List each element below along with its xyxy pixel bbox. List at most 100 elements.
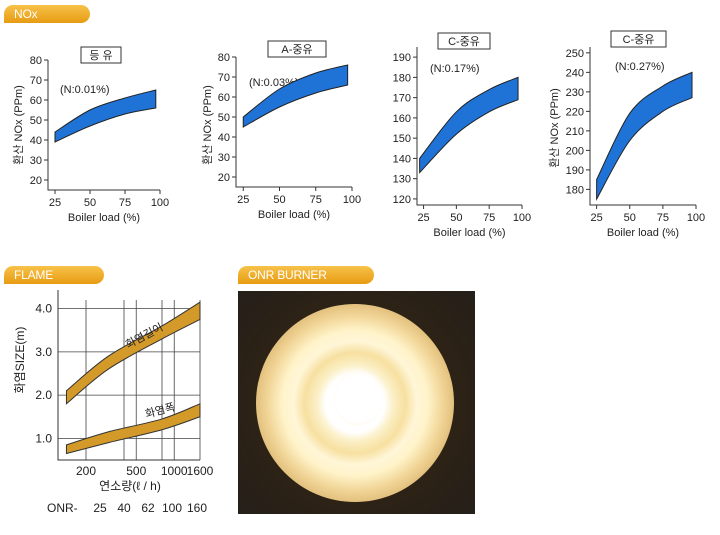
nox-chart-c-heavy-oil-017: 120 130 140 150 160 170 180 190 25 50 75 100 Boiler … bbox=[393, 32, 531, 239]
y-tick-label: 70 bbox=[218, 72, 230, 84]
y-tick-label: 30 bbox=[218, 152, 230, 164]
fuel-title-box bbox=[437, 32, 491, 50]
y-tick-label: 20 bbox=[30, 175, 42, 187]
x-tick-label: 50 bbox=[84, 197, 96, 209]
y-tick-label: 160 bbox=[393, 113, 411, 125]
fuel-title: A-중유 bbox=[281, 43, 312, 56]
nitrogen-note: (N:0.17%) bbox=[430, 63, 480, 75]
fuel-title-box bbox=[80, 46, 122, 64]
nitrogen-note: (N:0.27%) bbox=[615, 61, 665, 73]
flame-curve-chart: 1.0 2.0 3.0 4.0 200 500 1000 1600 연소량(ℓ / h) 화염SI… bbox=[13, 290, 214, 515]
axis-lines bbox=[235, 57, 352, 188]
x-tick-label: 100 bbox=[343, 194, 361, 206]
y-tick-label: 190 bbox=[393, 52, 411, 64]
nox-graph-tag: NOx GRAPH bbox=[4, 5, 90, 39]
y-tick-label: 30 bbox=[30, 155, 42, 167]
x-tick-label: 75 bbox=[310, 194, 322, 206]
y-tick-label: 200 bbox=[566, 145, 584, 157]
y-tick-label: 120 bbox=[393, 194, 411, 206]
y-tick-label: 250 bbox=[566, 48, 584, 60]
x-tick-label: 25 bbox=[237, 194, 249, 206]
y-tick-label: 50 bbox=[218, 112, 230, 124]
nox-band bbox=[242, 64, 349, 128]
x-tick-label: 500 bbox=[126, 464, 146, 478]
onr-tick-label: 160 bbox=[187, 501, 207, 515]
fuel-title: 등 유 bbox=[89, 49, 112, 62]
axis-lines bbox=[57, 290, 200, 461]
y-tick-label: 60 bbox=[218, 92, 230, 104]
y-tick-label: 1.0 bbox=[35, 431, 52, 445]
y-tick-label: 2.0 bbox=[35, 388, 52, 402]
y-axis-label: 환산 NOx (PPm) bbox=[201, 85, 214, 165]
y-axis-label: 화염SIZE(m) bbox=[13, 327, 27, 394]
flame-width-band bbox=[65, 403, 201, 455]
onr-tick-label: 40 bbox=[117, 501, 131, 515]
y-tick-label: 40 bbox=[30, 135, 42, 147]
y-tick-label: 170 bbox=[393, 93, 411, 105]
onr-tick-label: 62 bbox=[141, 501, 155, 515]
fuel-title-box bbox=[610, 30, 667, 48]
nitrogen-note: (N:0.01%) bbox=[60, 84, 110, 96]
x-tick-label: 50 bbox=[624, 212, 636, 224]
x-tick-label: 50 bbox=[450, 212, 462, 224]
x-tick-label: 100 bbox=[513, 212, 531, 224]
x-tick-label: 25 bbox=[49, 197, 61, 209]
nox-chart-c-heavy-oil-027: 180 190 200 210 220 230 240 250 25 50 75 100 Boiler … bbox=[548, 30, 705, 239]
y-tick-label: 240 bbox=[566, 67, 584, 79]
y-tick-label: 50 bbox=[30, 115, 42, 127]
x-tick-label: 75 bbox=[657, 212, 669, 224]
x-axis-label: Boiler load (%) bbox=[258, 209, 330, 221]
nox-band bbox=[54, 89, 157, 143]
y-tick-label: 180 bbox=[393, 72, 411, 84]
nox-chart-kerosene: 20 30 40 50 60 70 80 25 50 75 100 Boiler load (%) 환산… bbox=[12, 46, 169, 224]
x-axis-label: Boiler load (%) bbox=[433, 227, 505, 239]
x-tick-label: 75 bbox=[119, 197, 131, 209]
x-tick-label: 1600 bbox=[187, 464, 214, 478]
y-tick-label: 3.0 bbox=[35, 345, 52, 359]
axis-lines bbox=[589, 47, 696, 206]
y-tick-label: 40 bbox=[218, 132, 230, 144]
onr-tick-label: 100 bbox=[162, 501, 182, 515]
x-axis-label: Boiler load (%) bbox=[607, 227, 679, 239]
y-axis-label: 환산 NOx (PPm) bbox=[548, 88, 561, 168]
nox-chart-a-heavy-oil: 20 30 40 50 60 70 80 25 50 75 100 Boiler load (%) 환산… bbox=[201, 40, 361, 221]
axis-lines bbox=[47, 60, 160, 191]
x-axis-label: 연소량(ℓ / h) bbox=[99, 479, 161, 493]
y-tick-label: 230 bbox=[566, 87, 584, 99]
onr-tick-label: 25 bbox=[93, 501, 107, 515]
fuel-title: C-중유 bbox=[623, 33, 655, 46]
y-tick-label: 70 bbox=[30, 75, 42, 87]
x-tick-label: 100 bbox=[687, 212, 705, 224]
x-tick-label: 1000 bbox=[161, 464, 188, 478]
nox-band bbox=[596, 71, 693, 202]
onr-label: ONR- bbox=[47, 501, 78, 515]
y-tick-label: 210 bbox=[566, 126, 584, 138]
y-tick-label: 180 bbox=[566, 184, 584, 196]
x-tick-label: 25 bbox=[417, 212, 429, 224]
fuel-title-box bbox=[267, 40, 327, 58]
axis-lines bbox=[416, 47, 522, 206]
y-tick-label: 220 bbox=[566, 106, 584, 118]
y-tick-label: 60 bbox=[30, 95, 42, 107]
y-tick-label: 80 bbox=[30, 55, 42, 67]
y-tick-label: 190 bbox=[566, 165, 584, 177]
x-tick-label: 200 bbox=[76, 464, 96, 478]
flame-core bbox=[333, 371, 383, 426]
y-tick-label: 130 bbox=[393, 174, 411, 186]
onr-burner-flame-photo bbox=[238, 291, 475, 514]
flame-curve-tag: FLAME CURVE bbox=[4, 266, 104, 300]
nox-band bbox=[419, 76, 519, 174]
x-tick-label: 100 bbox=[151, 197, 169, 209]
x-tick-label: 50 bbox=[273, 194, 285, 206]
fuel-title: C-중유 bbox=[448, 35, 480, 48]
y-tick-label: 150 bbox=[393, 133, 411, 145]
flame-length-band bbox=[65, 301, 201, 405]
x-axis-label: Boiler load (%) bbox=[68, 212, 140, 224]
x-tick-label: 25 bbox=[591, 212, 603, 224]
y-tick-label: 4.0 bbox=[35, 302, 52, 316]
y-tick-label: 20 bbox=[218, 172, 230, 184]
y-tick-label: 80 bbox=[218, 52, 230, 64]
y-axis-label: 환산 NOx (PPm) bbox=[12, 85, 25, 165]
y-tick-label: 140 bbox=[393, 153, 411, 165]
